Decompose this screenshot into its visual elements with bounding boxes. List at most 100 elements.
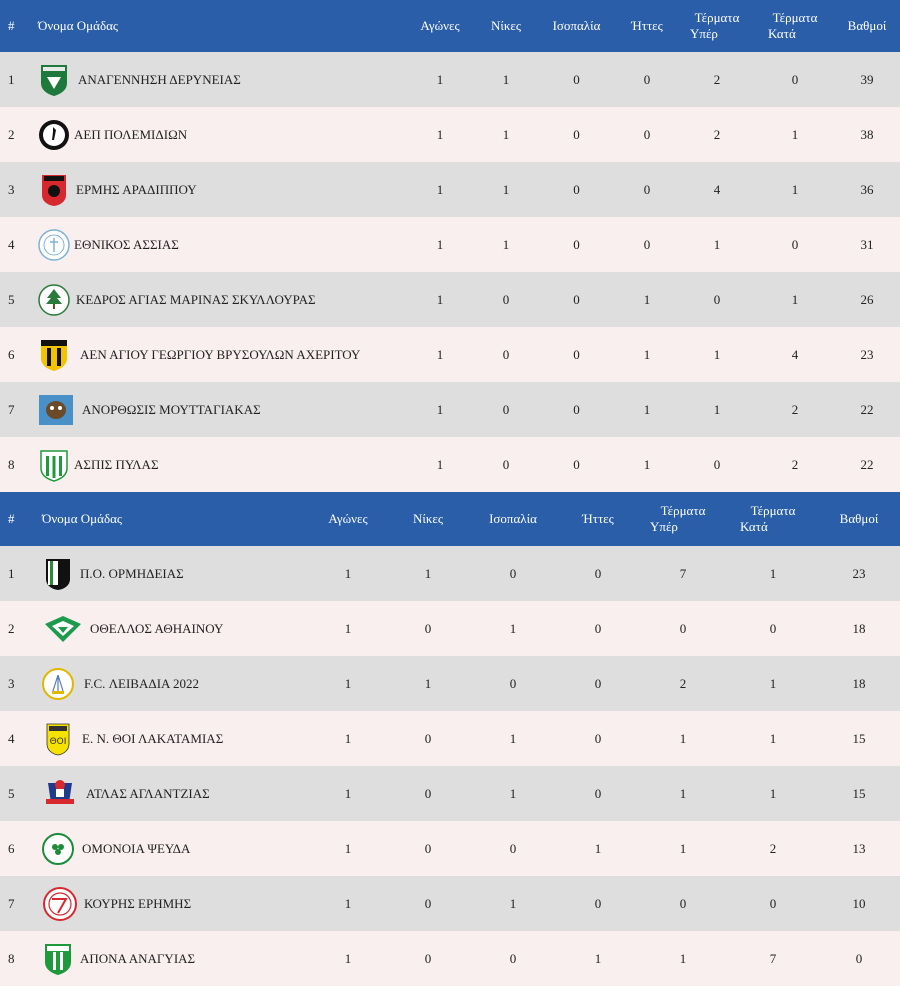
rank-cell: 6 xyxy=(8,346,15,362)
team-name[interactable]: ΑΕΝ ΑΓΙΟΥ ΓΕΩΡΓΙΟΥ ΒΡΥΣΟΥΛΩΝ ΑΧΕΡΙΤΟΥ xyxy=(80,346,361,362)
shield-yellow-logo: ΘΟΙ xyxy=(42,722,74,756)
header-goals-against-line2: Κατά xyxy=(740,519,768,534)
goals-against-cell: 7 xyxy=(769,950,777,966)
losses-cell: 1 xyxy=(594,840,602,856)
rank-cell: 2 xyxy=(8,126,15,142)
draws-cell: 1 xyxy=(509,730,517,746)
header-draws: Ισοπαλία xyxy=(489,511,537,526)
table-row: 6 ΑΕΝ ΑΓΙΟΥ ΓΕΩΡΓΙΟΥ ΒΡΥΣΟΥΛΩΝ ΑΧΕΡΙΤΟΥ … xyxy=(0,327,900,382)
team-name[interactable]: ΚΕΔΡΟΣ ΑΓΙΑΣ ΜΑΡΙΝΑΣ ΣΚΥΛΛΟΥΡΑΣ xyxy=(76,291,316,307)
shield-yellow-black-logo xyxy=(38,338,70,372)
losses-cell: 0 xyxy=(594,620,602,636)
team-cell[interactable]: ΑΠΟΝΑ ΑΝΑΓΥΙΑΣ xyxy=(38,931,308,986)
header-team: Όνομα Ομάδας xyxy=(38,18,119,33)
losses-cell: 1 xyxy=(594,950,602,966)
points-cell: 15 xyxy=(852,730,866,746)
team-name[interactable]: ΑΝΑΓΕΝΝΗΣΗ ΔΕΡΥΝΕΙΑΣ xyxy=(78,71,241,87)
round-blue-logo xyxy=(38,228,70,262)
header-goals-for-line2: Υπέρ xyxy=(690,26,718,41)
team-name[interactable]: ΑΠΟΝΑ ΑΝΑΓΥΙΑΣ xyxy=(80,950,196,966)
wins-cell: 1 xyxy=(424,675,432,691)
team-cell[interactable]: ΑΣΠΙΣ ΠΥΛΑΣ xyxy=(30,437,405,492)
team-name[interactable]: ΚΟΥΡΗΣ ΕΡΗΜΗΣ xyxy=(84,895,192,911)
header-wins: Νίκες xyxy=(412,511,444,526)
team-name[interactable]: ΑΝΟΡΘΩΣΙΣ ΜΟΥΤΤΑΓΙΑΚΑΣ xyxy=(82,401,261,417)
played-cell: 1 xyxy=(436,401,444,417)
draws-cell: 0 xyxy=(573,126,580,142)
team-name[interactable]: ΕΘΝΙΚΟΣ ΑΣΣΙΑΣ xyxy=(74,236,179,252)
played-cell: 1 xyxy=(344,840,352,856)
losses-cell: 0 xyxy=(643,181,651,197)
wins-cell: 0 xyxy=(502,456,510,472)
table-row: 7 ΑΝΟΡΘΩΣΙΣ ΜΟΥΤΤΑΓΙΑΚΑΣ 1 0 0 1 1 2 22 xyxy=(0,382,900,437)
team-name[interactable]: ΟΜΟΝΟΙΑ ΨΕΥΔΑ xyxy=(82,840,191,856)
header-goals-against-line2: Κατά xyxy=(768,26,796,41)
team-cell[interactable]: ΑΕΠ ΠΟΛΕΜΙΔΙΩΝ xyxy=(30,107,405,162)
header-played: Αγώνες xyxy=(328,511,368,526)
team-cell[interactable]: Π.Ο. ΟΡΜΗΔΕΙΑΣ xyxy=(38,546,308,601)
rank-cell: 7 xyxy=(8,401,15,417)
losses-cell: 1 xyxy=(643,291,651,307)
team-cell[interactable]: ΕΘΝΙΚΟΣ ΑΣΣΙΑΣ xyxy=(30,217,405,272)
played-cell: 1 xyxy=(344,785,352,801)
goals-against-cell: 1 xyxy=(769,675,777,691)
team-name[interactable]: ΑΕΠ ΠΟΛΕΜΙΔΙΩΝ xyxy=(74,126,188,142)
wins-cell: 0 xyxy=(424,840,432,856)
table-row: 5 ΑΤΛΑΣ ΑΓΛΑΝΤΖΙΑΣ 1 0 1 0 1 1 15 xyxy=(0,766,900,821)
rank-cell: 7 xyxy=(8,895,15,911)
played-cell: 1 xyxy=(344,950,352,966)
header-team: Όνομα Ομάδας xyxy=(42,511,123,526)
goals-for-cell: 2 xyxy=(679,675,687,691)
wins-cell: 0 xyxy=(424,620,432,636)
wins-cell: 1 xyxy=(502,181,510,197)
rank-cell: 4 xyxy=(8,236,15,252)
rank-cell: 3 xyxy=(8,675,15,691)
goals-against-cell: 1 xyxy=(769,730,777,746)
team-cell[interactable]: ΑΝΟΡΘΩΣΙΣ ΜΟΥΤΤΑΓΙΑΚΑΣ xyxy=(30,382,405,437)
team-cell[interactable]: ΟΘΕΛΛΟΣ ΑΘΗΑΙΝΟΥ xyxy=(38,601,308,656)
team-cell[interactable]: ΑΤΛΑΣ ΑΓΛΑΝΤΖΙΑΣ xyxy=(38,766,308,821)
goals-for-cell: 1 xyxy=(679,785,687,801)
rank-cell: 6 xyxy=(8,840,15,856)
team-name[interactable]: Π.Ο. ΟΡΜΗΔΕΙΑΣ xyxy=(80,565,184,581)
points-cell: 23 xyxy=(860,346,874,362)
team-name[interactable]: ΑΤΛΑΣ ΑΓΛΑΝΤΖΙΑΣ xyxy=(86,785,210,801)
wins-cell: 0 xyxy=(424,730,432,746)
team-name[interactable]: F.C. ΛΕΙΒΑΔΙΑ 2022 xyxy=(84,675,199,691)
draws-cell: 0 xyxy=(573,401,580,417)
team-cell[interactable]: ΑΕΝ ΑΓΙΟΥ ΓΕΩΡΓΙΟΥ ΒΡΥΣΟΥΛΩΝ ΑΧΕΡΙΤΟΥ xyxy=(30,327,405,382)
goals-for-cell: 1 xyxy=(679,840,687,856)
played-cell: 1 xyxy=(436,126,444,142)
goals-against-cell: 1 xyxy=(769,565,777,581)
team-cell[interactable]: ΚΟΥΡΗΣ ΕΡΗΜΗΣ xyxy=(38,876,308,931)
draws-cell: 0 xyxy=(573,236,580,252)
team-name[interactable]: ΟΘΕΛΛΟΣ ΑΘΗΑΙΝΟΥ xyxy=(90,620,224,636)
team-name[interactable]: ΑΣΠΙΣ ΠΥΛΑΣ xyxy=(74,456,159,472)
team-cell[interactable]: F.C. ΛΕΙΒΑΔΙΑ 2022 xyxy=(38,656,308,711)
team-cell[interactable]: ΕΡΜΗΣ ΑΡΑΔΙΠΠΟΥ xyxy=(30,162,405,217)
wins-cell: 0 xyxy=(502,346,510,362)
points-cell: 15 xyxy=(852,785,866,801)
team-name[interactable]: ΕΡΜΗΣ ΑΡΑΔΙΠΠΟΥ xyxy=(76,181,197,197)
header-rank: # xyxy=(8,18,15,33)
goals-against-cell: 2 xyxy=(791,456,799,472)
team-cell[interactable]: ΟΜΟΝΟΙΑ ΨΕΥΔΑ xyxy=(38,821,308,876)
team-cell[interactable]: ΘΟΙ Ε. Ν. ΘΟΙ ΛΑΚΑΤΑΜΙΑΣ xyxy=(38,711,308,766)
table-row: 1 ΑΝΑΓΕΝΝΗΣΗ ΔΕΡΥΝΕΙΑΣ 1 1 0 0 2 0 39 xyxy=(0,52,900,107)
draws-cell: 0 xyxy=(509,950,517,966)
table-row: 8 ΑΣΠΙΣ ΠΥΛΑΣ 1 0 0 1 0 2 22 xyxy=(0,437,900,492)
points-cell: 23 xyxy=(852,565,866,581)
goals-against-cell: 0 xyxy=(769,620,777,636)
team-cell[interactable]: ΑΝΑΓΕΝΝΗΣΗ ΔΕΡΥΝΕΙΑΣ xyxy=(30,52,405,107)
draws-cell: 0 xyxy=(573,291,580,307)
goals-for-cell: 1 xyxy=(679,730,687,746)
round-tree-logo xyxy=(38,283,70,317)
played-cell: 1 xyxy=(344,730,352,746)
team-name[interactable]: Ε. Ν. ΘΟΙ ΛΑΚΑΤΑΜΙΑΣ xyxy=(82,730,224,746)
goals-against-cell: 1 xyxy=(791,181,799,197)
goals-against-cell: 0 xyxy=(769,895,777,911)
draws-cell: 0 xyxy=(573,456,580,472)
team-cell[interactable]: ΚΕΔΡΟΣ ΑΓΙΑΣ ΜΑΡΙΝΑΣ ΣΚΥΛΛΟΥΡΑΣ xyxy=(30,272,405,327)
table-header-row: # Όνομα Ομάδας Αγώνες Νίκες Ισοπαλία Ήττ… xyxy=(0,492,900,546)
goals-against-cell: 0 xyxy=(791,236,799,252)
